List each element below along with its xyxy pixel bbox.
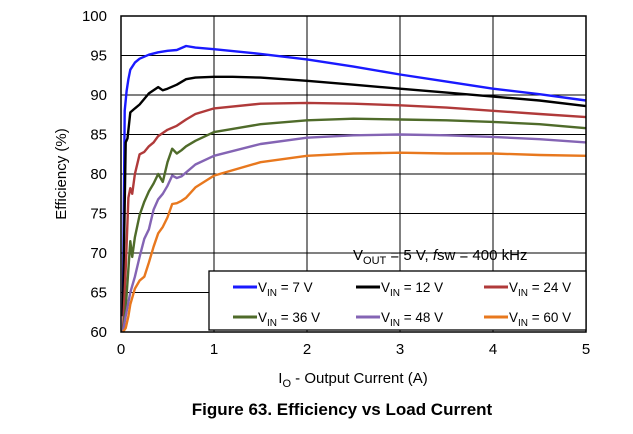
annotation-sub: OUT [363, 255, 387, 267]
tick-labels: 0 1 2 3 4 5 60 65 70 75 80 85 90 95 100 [82, 8, 590, 358]
series-line-4 [121, 117, 587, 333]
legend-box [208, 270, 587, 331]
legend-label-4: VIN = 36 V [258, 310, 320, 329]
figure-caption: Figure 63. Efficiency vs Load Current [192, 400, 493, 419]
series-line-5 [121, 133, 587, 333]
legend-label-2: VIN = 12 V [381, 280, 443, 299]
y-tick-label: 75 [90, 206, 107, 223]
legend-label-1: VIN = 7 V [258, 280, 313, 299]
annotation-v: V [353, 247, 363, 264]
x-axis-title-main: I [278, 370, 282, 387]
operating-conditions-annotation: VOUT = 5 V, fsw = 400 kHz [353, 247, 527, 267]
y-tick-label: 60 [90, 324, 107, 341]
series-line-6 [121, 151, 587, 333]
series-line-2 [121, 75, 587, 317]
x-axis-title-sub: O [282, 378, 291, 390]
x-tick-label: 3 [396, 341, 404, 358]
series-line-3 [121, 101, 587, 333]
y-tick-label: 90 [90, 87, 107, 104]
annotation-f: f [433, 247, 439, 264]
legend-label-5: VIN = 48 V [381, 310, 443, 329]
x-axis-title-rest: - Output Current (A) [291, 370, 428, 387]
annotation-rest: sw = 400 kHz [437, 247, 527, 264]
legend-label-6: VIN = 60 V [509, 310, 571, 329]
x-tick-label: 5 [582, 341, 590, 358]
y-tick-label: 80 [90, 166, 107, 183]
annotation-mid: = 5 V, [386, 247, 433, 264]
y-tick-label: 100 [82, 8, 107, 25]
y-tick-label: 70 [90, 245, 107, 262]
y-axis-title: Efficiency (%) [53, 128, 70, 219]
y-tick-label: 85 [90, 127, 107, 144]
x-tick-label: 0 [117, 341, 125, 358]
x-axis-title: IO - Output Current (A) [278, 370, 427, 390]
x-tick-label: 1 [210, 341, 218, 358]
y-tick-label: 95 [90, 48, 107, 65]
x-tick-label: 4 [489, 341, 497, 358]
series-line-1 [121, 44, 587, 317]
x-tick-label: 2 [303, 341, 311, 358]
series-lines [121, 44, 587, 333]
legend: VIN = 7 V VIN = 12 V VIN = 24 V VIN = 36 V V… [208, 270, 587, 331]
y-tick-label: 65 [90, 285, 107, 302]
legend-label-3: VIN = 24 V [509, 280, 571, 299]
plot-frame [120, 15, 587, 333]
